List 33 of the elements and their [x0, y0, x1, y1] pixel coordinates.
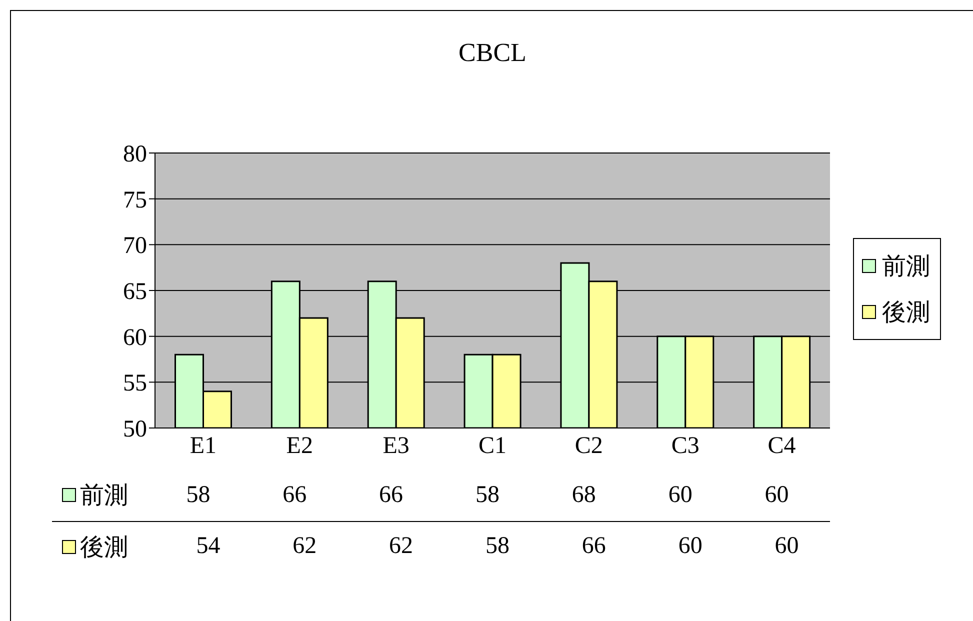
data-label: 60 — [668, 482, 692, 508]
text: 前測 — [882, 254, 930, 280]
data-label: 62 — [389, 533, 414, 560]
y-tick-label: 60 — [123, 324, 147, 351]
x-tick-label: E1 — [190, 433, 217, 460]
data-label: 66 — [379, 482, 404, 508]
x-tick-label: C4 — [768, 433, 796, 460]
y-tick-label: 80 — [123, 142, 147, 168]
data-label: 66 — [282, 482, 307, 508]
y-tick-label: 70 — [123, 233, 147, 260]
data-label: 60 — [764, 482, 789, 508]
y-tick-label: 50 — [123, 416, 147, 443]
data-label: 58 — [186, 482, 210, 508]
y-tick-label: 55 — [123, 370, 147, 397]
y-tick-label: 75 — [123, 187, 147, 214]
data-label: 58 — [475, 482, 500, 508]
chart-title: CBCL — [458, 38, 528, 68]
x-tick-label: E2 — [286, 433, 313, 460]
legend-label: 前測 — [79, 482, 128, 512]
data-label: 60 — [774, 533, 799, 560]
text: 後測 — [80, 534, 128, 561]
legend-label: 後測 — [882, 299, 930, 328]
x-tick-label: C3 — [671, 433, 700, 460]
data-label: 60 — [678, 533, 702, 560]
data-label: 66 — [582, 533, 606, 560]
data-label: 62 — [292, 533, 317, 560]
x-tick-label: E3 — [382, 433, 410, 460]
data-label: 68 — [572, 482, 596, 508]
data-label: 54 — [196, 533, 220, 560]
x-tick-label: C1 — [478, 433, 507, 460]
data-label: 58 — [485, 533, 510, 560]
x-tick-label: C2 — [574, 433, 603, 460]
y-tick-label: 65 — [123, 279, 147, 306]
